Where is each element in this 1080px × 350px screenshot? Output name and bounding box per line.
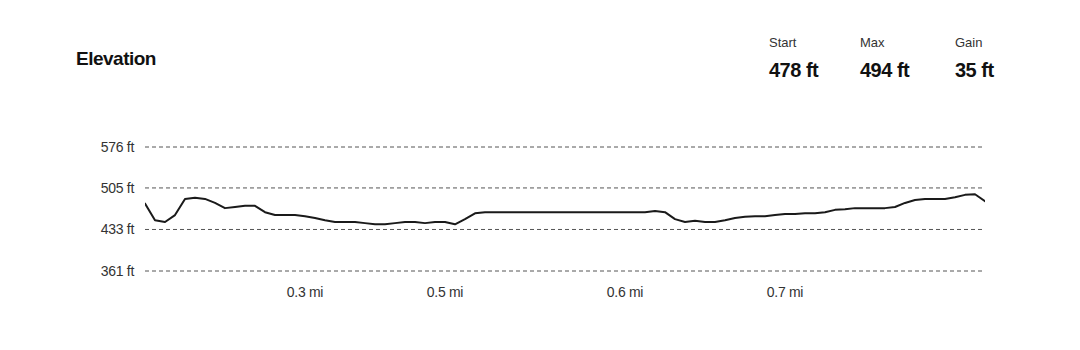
grid-line [145, 147, 985, 148]
stat-label: Gain [955, 35, 982, 50]
grid-line [145, 271, 985, 272]
y-tick-label: 433 ft [101, 221, 135, 237]
x-tick-label: 0.7 mi [767, 284, 804, 300]
stat-value: 494 ft [860, 59, 910, 81]
y-tick-label: 576 ft [101, 139, 135, 155]
x-tick-label: 0.3 mi [287, 284, 324, 300]
elevation-line [145, 194, 985, 224]
plot-area [145, 194, 985, 224]
stat-value: 35 ft [955, 59, 994, 81]
grid-line [145, 229, 985, 230]
stat-value: 478 ft [769, 59, 819, 81]
x-tick-label: 0.6 mi [607, 284, 644, 300]
stat-label: Start [769, 35, 797, 50]
chart: Elevation Start 478 ft Max 494 ft Gain 35 ft 36… [0, 0, 1080, 350]
y-tick-label: 505 ft [101, 180, 135, 196]
stat-label: Max [860, 35, 885, 50]
x-tick-label: 0.5 mi [427, 284, 464, 300]
grid-line [145, 187, 985, 188]
title: Elevation [76, 48, 156, 69]
y-tick-label: 361 ft [101, 263, 135, 279]
